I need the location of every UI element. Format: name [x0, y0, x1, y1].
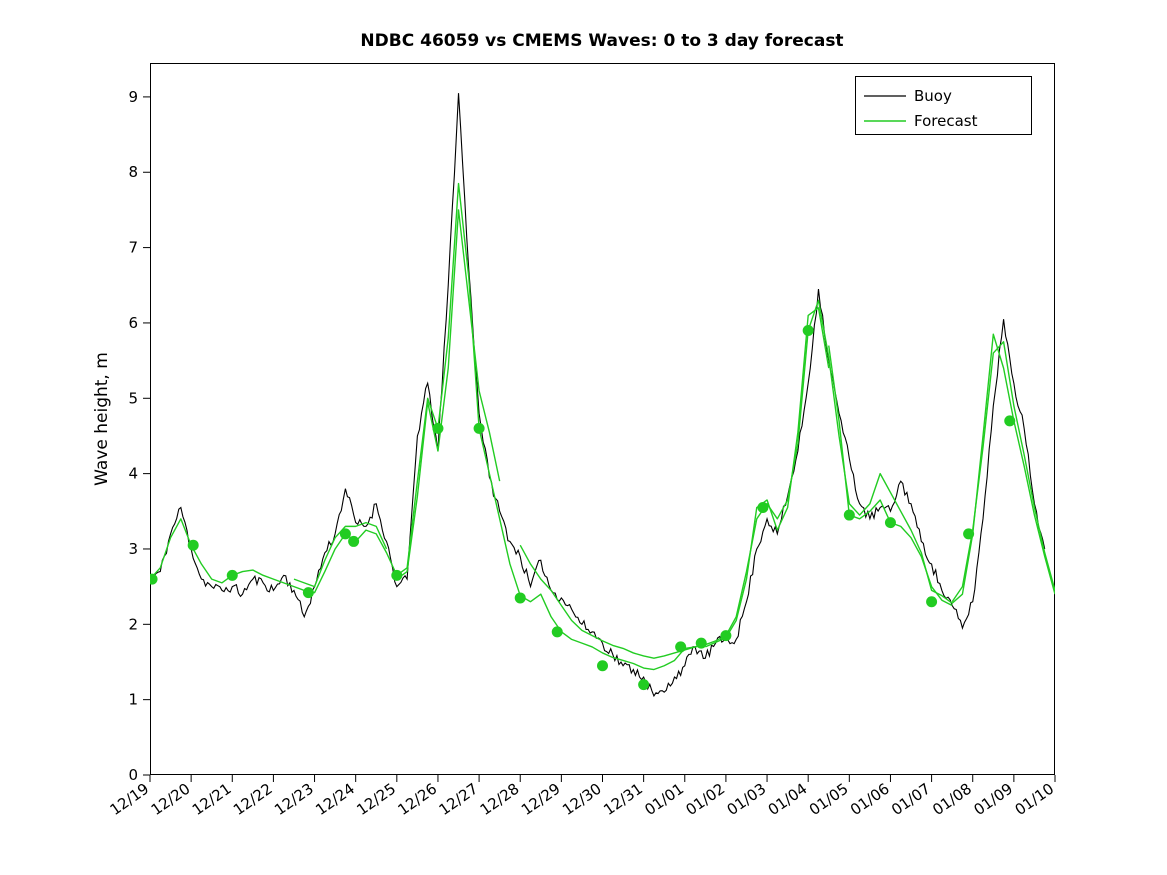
- y-tick-label: 2: [128, 615, 138, 633]
- forecast-start-marker: [597, 660, 608, 672]
- forecast-start-marker: [675, 641, 687, 653]
- y-tick-label: 1: [128, 691, 138, 709]
- y-tick-label: 5: [128, 389, 138, 407]
- forecast-line: [150, 182, 1055, 671]
- x-tick-label: 01/03: [724, 780, 770, 820]
- x-tick-label: 12/22: [230, 780, 276, 820]
- y-tick-label: 9: [128, 88, 138, 106]
- forecast-line: [951, 341, 1055, 603]
- x-tick-label: 12/24: [312, 780, 358, 820]
- forecast-start-marker: [391, 569, 403, 581]
- y-tick-label: 7: [128, 239, 138, 257]
- forecast-start-marker: [884, 517, 896, 529]
- forecast-start-marker: [348, 535, 360, 547]
- forecast-start-marker: [339, 528, 351, 540]
- x-tick-label: 01/08: [929, 780, 975, 820]
- forecast-line: [705, 307, 830, 648]
- x-tick-label: 12/27: [436, 780, 482, 820]
- x-tick-label: 12/31: [600, 780, 646, 820]
- y-tick-label: 6: [128, 314, 138, 332]
- x-tick-label: 01/09: [970, 780, 1016, 820]
- y-axis-label: Wave height, m: [92, 352, 112, 486]
- forecast-start-marker: [473, 422, 485, 434]
- data-series: [150, 93, 1055, 698]
- forecast-start-marker: [926, 596, 938, 608]
- forecast-start-marker: [1004, 415, 1016, 427]
- forecast-start-marker: [963, 528, 975, 540]
- legend-box: [855, 76, 1032, 135]
- forecast-start-marker: [432, 422, 444, 434]
- legend: Buoy Forecast: [855, 76, 1032, 135]
- x-tick-label: 12/20: [148, 780, 194, 820]
- forecast-line: [519, 544, 706, 659]
- forecast-start-marker: [695, 637, 707, 649]
- legend-forecast-label: Forecast: [914, 112, 978, 130]
- axis-ticks: 12/1912/2012/2112/2212/2312/2412/2512/26…: [107, 88, 1058, 819]
- x-tick-label: 01/05: [806, 780, 852, 820]
- legend-buoy-label: Buoy: [914, 87, 952, 105]
- y-tick-label: 0: [128, 766, 138, 784]
- x-tick-label: 01/10: [1012, 780, 1058, 820]
- forecast-line: [396, 209, 501, 580]
- forecast-start-marker: [187, 539, 199, 551]
- forecast-start-marker: [638, 679, 650, 691]
- forecast-start-marker: [551, 626, 563, 638]
- x-tick-label: 01/04: [765, 780, 811, 820]
- x-tick-label: 01/07: [888, 780, 934, 820]
- x-tick-label: 12/29: [518, 780, 564, 820]
- forecast-start-marker: [720, 630, 732, 642]
- forecast-markers: [150, 324, 1016, 691]
- x-tick-label: 12/23: [271, 780, 317, 820]
- y-tick-label: 4: [128, 465, 138, 483]
- y-tick-label: 3: [128, 540, 138, 558]
- buoy-line: [150, 93, 1046, 698]
- plot-box: [150, 63, 1055, 775]
- forecast-start-marker: [302, 587, 314, 599]
- forecast-start-marker: [226, 569, 238, 581]
- x-tick-label: 12/30: [559, 780, 605, 820]
- forecast-start-marker: [843, 509, 855, 521]
- x-tick-label: 12/21: [189, 780, 235, 820]
- forecast-start-marker: [802, 324, 814, 336]
- x-tick-label: 01/02: [682, 780, 728, 820]
- forecast-start-marker: [757, 502, 769, 514]
- forecast-start-marker: [514, 592, 526, 604]
- x-tick-label: 01/06: [847, 780, 893, 820]
- x-tick-label: 01/01: [641, 780, 687, 820]
- x-tick-label: 12/26: [395, 780, 441, 820]
- x-tick-label: 12/25: [353, 780, 399, 820]
- forecast-line: [828, 345, 953, 607]
- y-tick-label: 8: [128, 163, 138, 181]
- x-tick-label: 12/19: [107, 780, 153, 820]
- forecast-start-marker: [150, 573, 158, 585]
- chart-title: NDBC 46059 vs CMEMS Waves: 0 to 3 day fo…: [360, 31, 843, 51]
- x-tick-label: 12/28: [477, 780, 523, 820]
